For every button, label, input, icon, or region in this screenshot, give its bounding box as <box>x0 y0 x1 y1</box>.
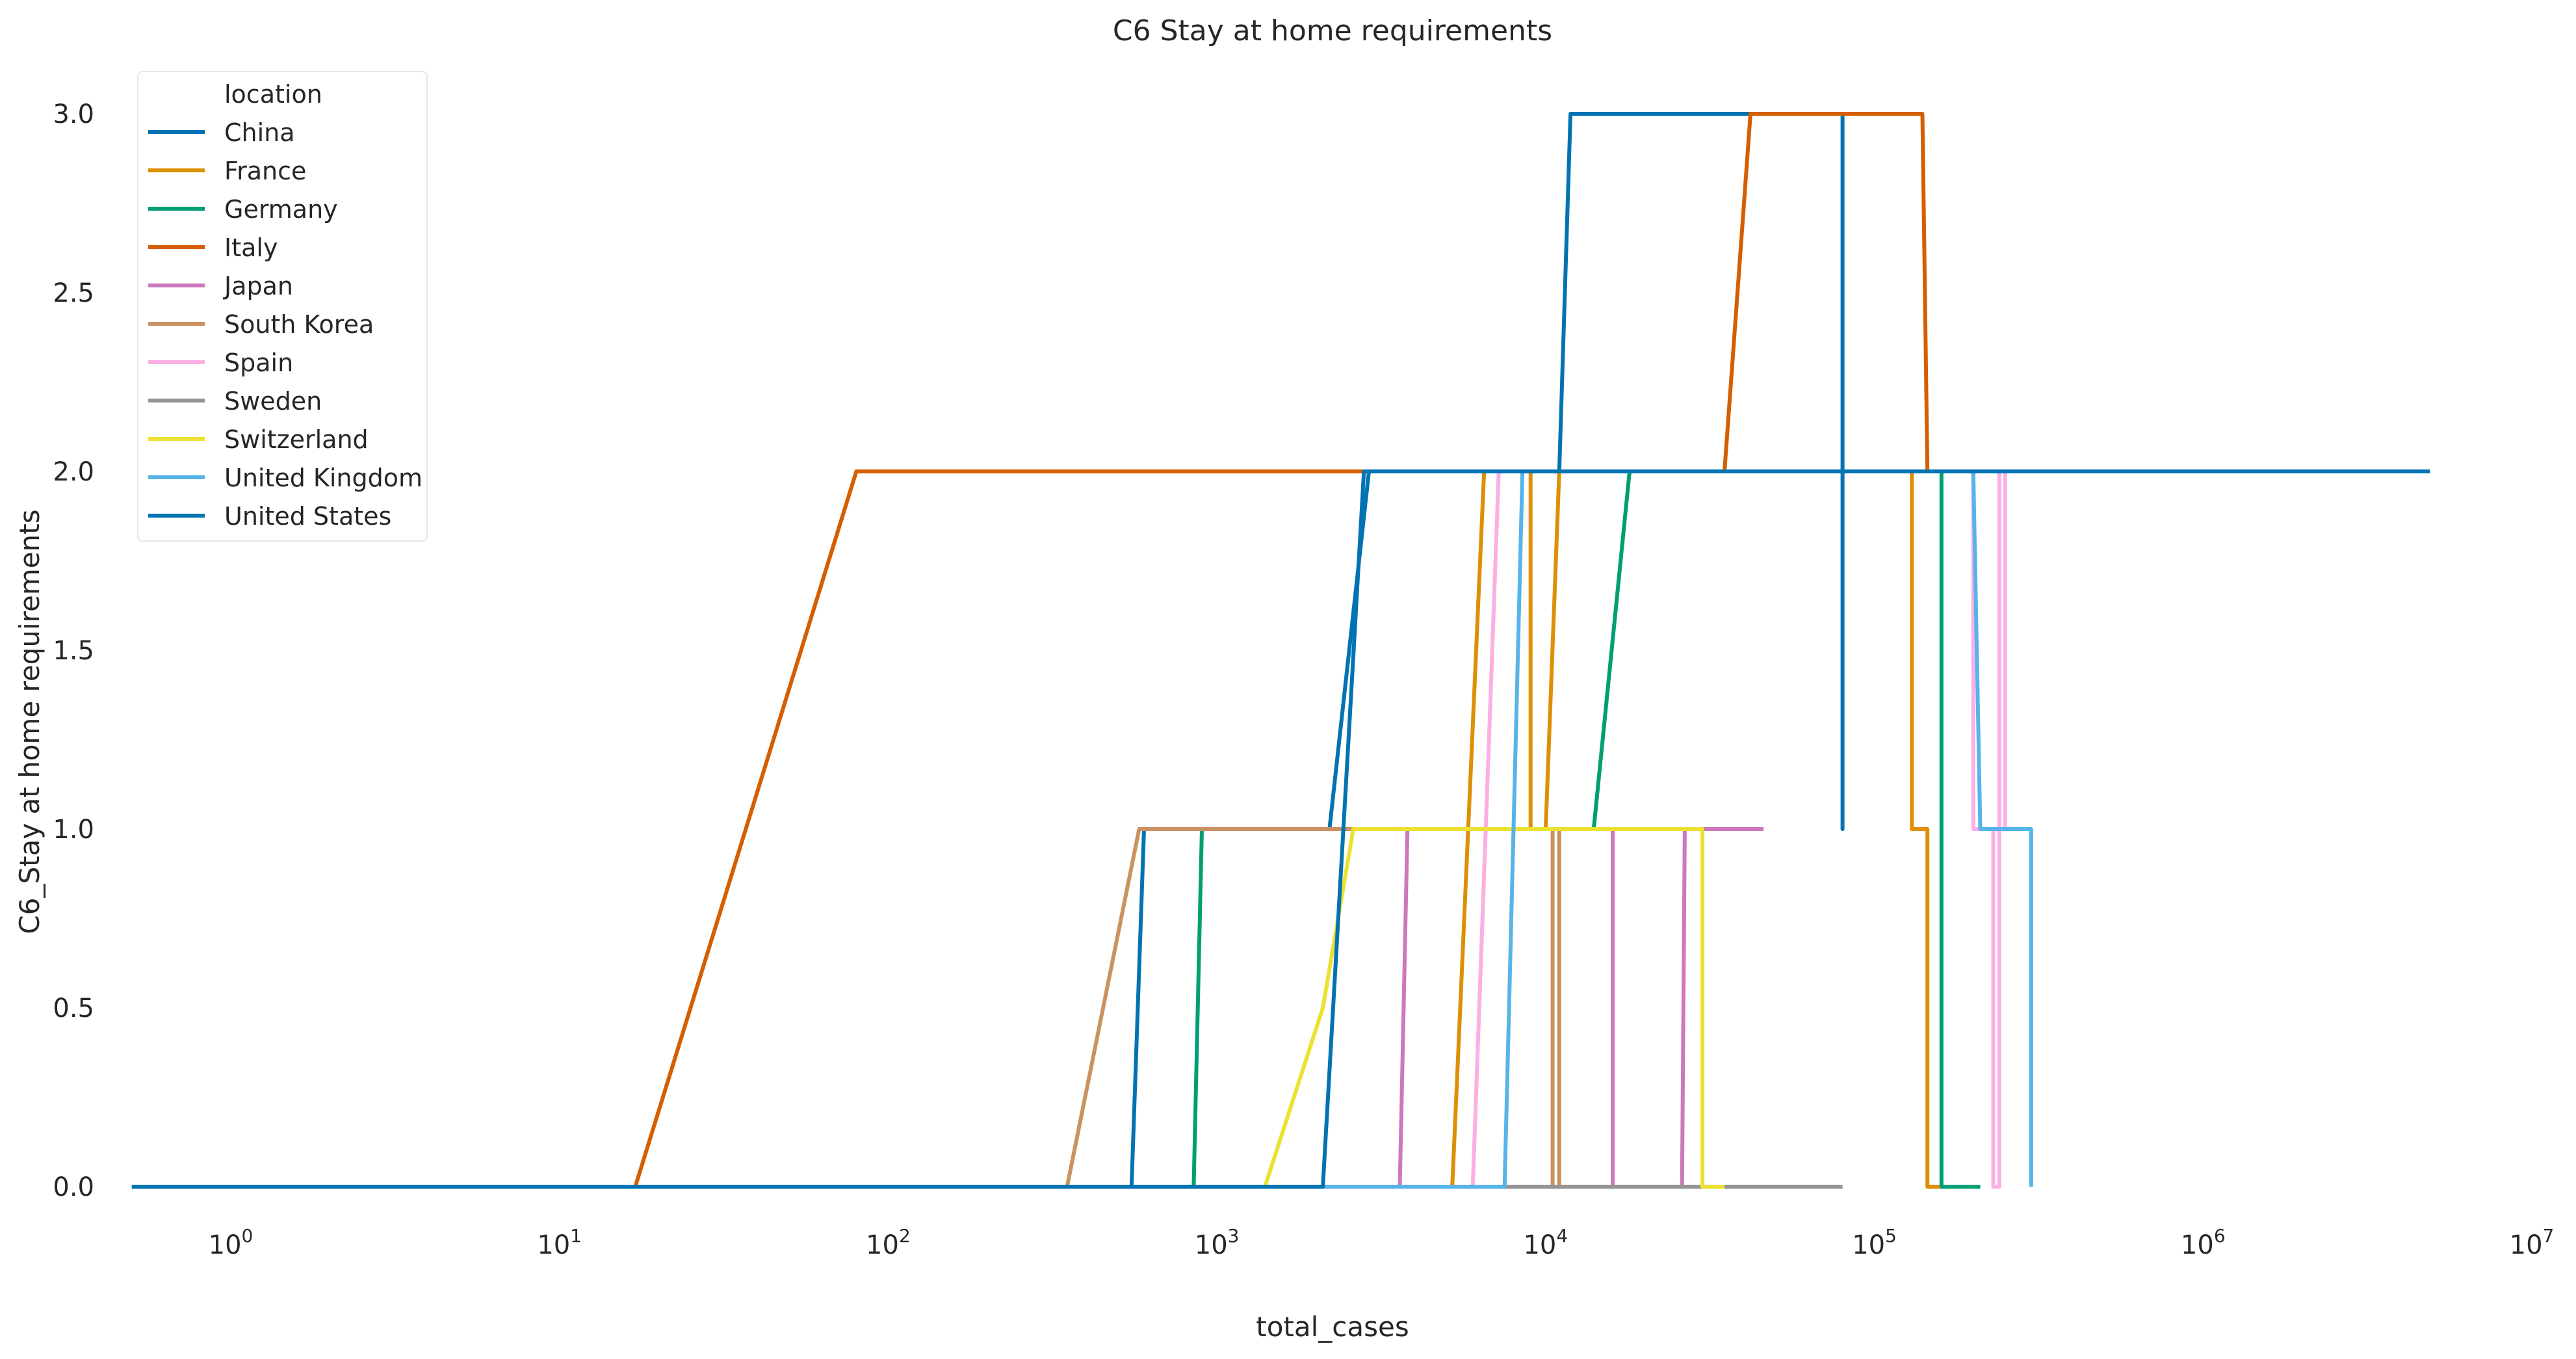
legend-label-sweden: Sweden <box>224 387 322 416</box>
x-tick-label: 105 <box>1852 1225 1897 1260</box>
legend-title: location <box>224 80 322 109</box>
x-tick-label: 106 <box>2181 1225 2226 1260</box>
plot-area <box>131 112 2430 1189</box>
series-line-germany <box>231 469 1981 1189</box>
series-line-japan <box>231 827 1763 1189</box>
series-line-south-korea <box>231 827 1566 1189</box>
legend-frame <box>137 71 428 542</box>
y-tick-label: 1.5 <box>53 636 94 666</box>
x-tick-labels: 100 101 102 103 104 105 106 107 <box>209 1225 2555 1260</box>
y-tick-labels: 0.0 0.5 1.0 1.5 2.0 2.5 3.0 <box>53 99 94 1202</box>
y-tick-label: 1.0 <box>53 815 94 845</box>
legend-items: China France Germany Italy Japan South Korea S… <box>148 118 423 531</box>
x-tick-label: 103 <box>1195 1225 1240 1260</box>
legend-label-switzerland: Switzerland <box>224 425 369 454</box>
y-tick-label: 2.5 <box>53 278 94 308</box>
legend-label-france: France <box>224 157 306 185</box>
legend-label-china: China <box>224 118 295 147</box>
series-line-france <box>231 469 1942 1189</box>
series-line-switzerland <box>231 827 1724 1189</box>
series-line-italy <box>231 112 1973 1189</box>
legend: location China France Germany Italy Japan Sou… <box>137 71 428 542</box>
y-tick-label: 3.0 <box>53 99 94 129</box>
legend-label-spain: Spain <box>224 349 293 377</box>
legend-label-united-kingdom: United Kingdom <box>224 464 423 492</box>
x-tick-label: 100 <box>209 1225 254 1260</box>
series-line-united-states <box>131 469 2430 1189</box>
y-tick-label: 2.0 <box>53 457 94 487</box>
legend-label-japan: Japan <box>223 272 293 300</box>
legend-label-germany: Germany <box>224 195 338 224</box>
y-tick-label: 0.5 <box>53 994 94 1023</box>
x-tick-label: 107 <box>2510 1225 2555 1260</box>
legend-label-south-korea: South Korea <box>224 310 374 339</box>
x-tick-label: 101 <box>537 1225 582 1260</box>
legend-label-italy: Italy <box>224 233 278 262</box>
x-axis-label: total_cases <box>1256 1311 1409 1343</box>
y-tick-label: 0.0 <box>53 1172 94 1202</box>
y-axis-label: C6_Stay at home requirements <box>14 509 46 934</box>
x-tick-label: 102 <box>866 1225 911 1260</box>
chart-title: C6 Stay at home requirements <box>1113 14 1552 47</box>
x-tick-label: 104 <box>1523 1225 1568 1260</box>
legend-label-united-states: United States <box>224 502 391 531</box>
